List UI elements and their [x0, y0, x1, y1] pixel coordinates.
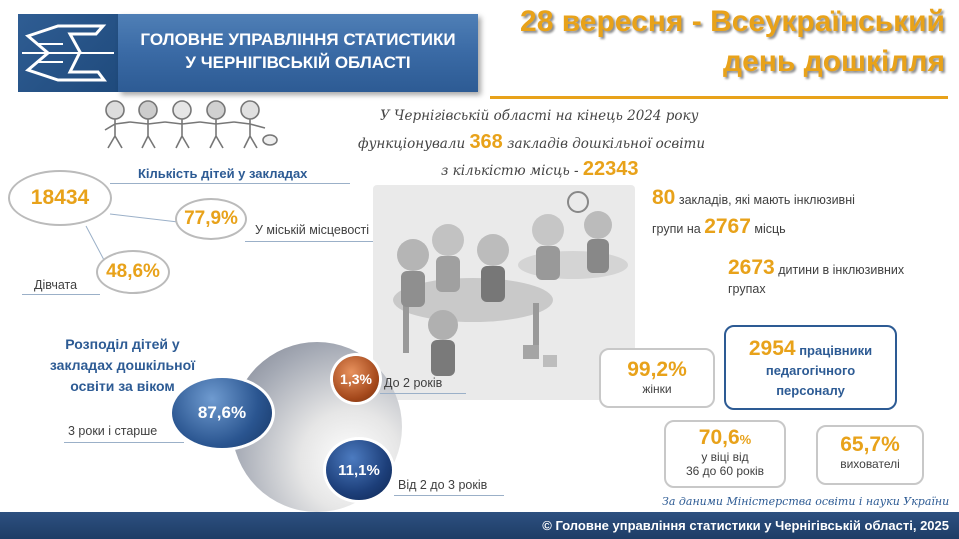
- age-group-3plus-label: 3 роки і старше: [68, 424, 158, 438]
- connector-lines: [85, 213, 179, 261]
- age-36-60-label1: у віці від: [701, 450, 749, 464]
- intro-line2: функціонували 368 закладів дошкільної ос…: [358, 131, 705, 154]
- inclusive-institutions-count: 80: [652, 186, 676, 209]
- org-name-line1: ГОЛОВНЕ УПРАВЛІННЯ СТАТИСТИКИ: [140, 30, 456, 49]
- urban-label: У міській місцевості: [255, 223, 370, 237]
- inclusive-places-line: групи на 2767 місць: [652, 215, 786, 239]
- educators-pct: 65,7%: [840, 433, 900, 456]
- age-36-60-label2: 36 до 60 років: [685, 464, 764, 478]
- age-group-under2-value: 1,3%: [333, 356, 379, 402]
- inclusive-places-post: місць: [754, 222, 786, 236]
- women-share-box: 99,2% жінки: [599, 348, 715, 408]
- age-group-under2-label: До 2 років: [384, 376, 443, 390]
- girls-label: Дівчата: [34, 278, 78, 292]
- intro-line2-pre: функціонували: [358, 136, 466, 152]
- age-36-60-box: 70,6% у віці від 36 до 60 років: [664, 420, 786, 488]
- children-illustration: [100, 98, 280, 150]
- inclusive-places-count: 2767: [704, 215, 751, 238]
- footer-copyright: © Головне управління статистики у Черніг…: [0, 512, 959, 539]
- age-distribution-title: Розподіл дітей у закладах дошкільної осв…: [30, 334, 215, 397]
- age-group-2to3-label: Від 2 до 3 років: [398, 478, 488, 492]
- source-note: За даними Міністерства освіти і науки Ук…: [662, 495, 950, 508]
- title-line2: день дошкілля: [723, 45, 945, 78]
- staff-count-line: 2954 працівники: [726, 337, 895, 361]
- educators-box: 65,7% вихователі: [816, 425, 924, 485]
- intro-line3: з кількістю місць - 22343: [441, 158, 639, 181]
- women-pct: 99,2%: [627, 358, 687, 381]
- age-title-line3: освіти за віком: [70, 378, 175, 394]
- organization-banner: ГОЛОВНЕ УПРАВЛІННЯ СТАТИСТИКИ У ЧЕРНІГІВ…: [118, 14, 478, 92]
- inclusive-children-count: 2673: [728, 256, 775, 279]
- title-line1: 28 вересня - Всеукраїнський: [520, 5, 945, 38]
- age-title-line1: Розподіл дітей у: [65, 336, 180, 352]
- institutions-count: 368: [469, 131, 503, 153]
- children-total-oval: 18434: [8, 170, 112, 226]
- logo: [18, 14, 118, 92]
- age-group-3plus-value: 87,6%: [172, 378, 272, 448]
- educators-label: вихователі: [840, 457, 900, 471]
- statistics-logo-icon: [22, 24, 114, 82]
- women-label: жінки: [642, 382, 672, 396]
- divider: [394, 495, 504, 496]
- age-group-2to3-value: 11,1%: [326, 440, 392, 500]
- divider: [22, 294, 100, 295]
- children-total-label: Кількість дітей у закладах: [138, 166, 308, 181]
- girls-pct-oval: 48,6%: [96, 250, 170, 294]
- inclusive-children-line: 2673 дитини в інклюзивних: [728, 256, 904, 280]
- divider: [245, 241, 385, 242]
- places-count: 22343: [582, 158, 639, 180]
- divider: [110, 183, 350, 184]
- title-underline: [490, 96, 948, 99]
- age-title-line2: закладах дошкільної: [49, 357, 196, 373]
- age-36-60-pct: 70,6: [698, 426, 740, 449]
- intro-line3-pre: з кількістю місць -: [441, 163, 579, 179]
- inclusive-children-text1: дитини в інклюзивних: [778, 263, 905, 277]
- intro-line2-post: закладів дошкільної освіти: [507, 136, 706, 152]
- urban-pct-oval: 77,9%: [175, 198, 247, 240]
- staff-count-text1: працівники: [799, 343, 873, 358]
- inclusive-institutions-text: закладів, які мають інклюзивні: [678, 193, 855, 207]
- age-36-60-pct-line: 70,6%: [666, 426, 784, 450]
- age-36-60-pct-sign: %: [739, 432, 752, 447]
- page-title: 28 вересня - Всеукраїнський день дошкілл…: [495, 2, 945, 82]
- inclusive-groups-pre: групи на: [652, 222, 701, 236]
- intro-line1: У Чернігівській області на кінець 2024 р…: [380, 108, 699, 124]
- staff-count: 2954: [748, 337, 796, 360]
- staff-count-text3: персоналу: [776, 383, 845, 398]
- staff-count-text2: педагогічного: [765, 363, 856, 378]
- inclusive-children-text2: групах: [728, 282, 766, 296]
- staff-count-box: 2954 працівники педагогічного персоналу: [724, 325, 897, 410]
- inclusive-institutions-line: 80 закладів, які мають інклюзивні: [652, 186, 855, 210]
- classroom-illustration: [373, 185, 635, 400]
- org-name-line2: У ЧЕРНІГІВСЬКІЙ ОБЛАСТІ: [185, 53, 411, 72]
- divider: [64, 442, 184, 443]
- divider: [380, 393, 466, 394]
